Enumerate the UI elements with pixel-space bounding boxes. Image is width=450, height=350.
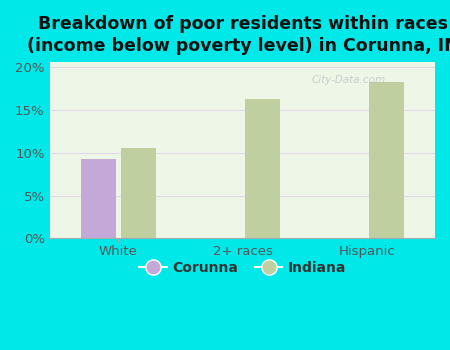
Bar	[245, 99, 280, 238]
Bar	[81, 159, 116, 238]
Title: Breakdown of poor residents within races
(income below poverty level) in Corunna: Breakdown of poor residents within races…	[27, 15, 450, 55]
Bar	[369, 82, 404, 238]
Text: City-Data.com: City-Data.com	[312, 75, 386, 85]
Bar	[121, 148, 156, 238]
Legend: Corunna, Indiana: Corunna, Indiana	[133, 256, 352, 281]
